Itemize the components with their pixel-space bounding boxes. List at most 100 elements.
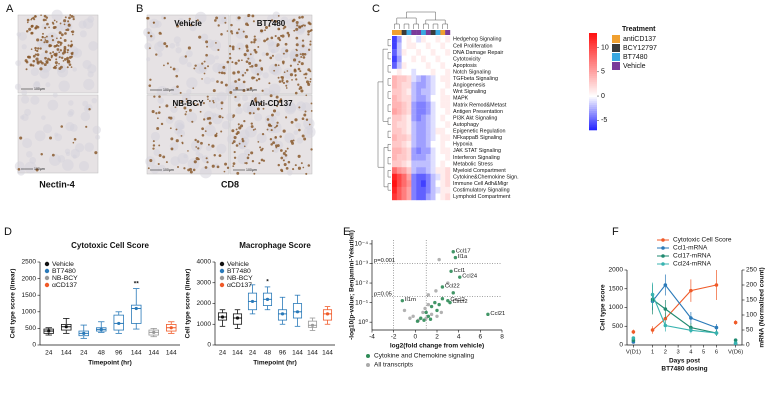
stained-cell	[307, 30, 311, 33]
treatment-bar	[392, 30, 398, 35]
stained-cell	[243, 53, 247, 57]
y-axis-title: mRNA (Normalized count)	[759, 267, 765, 347]
stained-cell	[309, 80, 312, 83]
x-tick-label: 144	[166, 350, 177, 357]
point	[446, 281, 450, 285]
heatmap-cell	[416, 186, 422, 194]
row-label: Apoptosis	[453, 63, 477, 69]
stained-cell	[237, 78, 241, 82]
stained-cell	[26, 30, 29, 33]
legend-marker	[661, 238, 665, 242]
stained-cell	[285, 87, 288, 89]
stained-cell	[305, 118, 309, 121]
heatmap-cell	[392, 75, 398, 83]
tissue-texture	[24, 108, 32, 116]
heatmap-cell	[396, 180, 402, 188]
heatmap-cell	[401, 147, 407, 155]
heatmap-cell	[425, 49, 431, 56]
stained-cell	[301, 15, 304, 19]
x-axis-title: BT7480 dosing	[661, 366, 707, 373]
point-label: Ccl24	[462, 274, 478, 280]
heatmap-cell	[411, 68, 417, 76]
stained-cell	[43, 63, 47, 67]
stained-cell	[53, 19, 56, 22]
stained-cell	[295, 78, 298, 81]
stained-cell	[39, 47, 42, 50]
tissue-texture	[72, 67, 77, 72]
tissue-texture	[209, 39, 222, 52]
stained-cell	[220, 107, 223, 110]
heatmap-cell	[396, 127, 402, 135]
stained-cell	[259, 29, 263, 33]
stained-cell	[241, 139, 245, 143]
box-point	[47, 329, 51, 333]
stained-cell	[270, 129, 273, 132]
heatmap-cell	[435, 121, 441, 129]
stained-cell	[215, 132, 218, 135]
colorbar	[589, 62, 597, 65]
stained-cell	[152, 21, 156, 24]
tissue-texture	[54, 49, 65, 60]
legend-label: BT7480	[623, 54, 648, 61]
heatmap-cell	[396, 140, 402, 148]
heatmap-cell	[425, 95, 431, 102]
heatmap-cell	[425, 108, 431, 115]
stained-cell	[290, 120, 294, 124]
legend-title: Treatment	[622, 26, 656, 33]
heatmap-cell	[440, 81, 446, 89]
stained-cell	[88, 108, 91, 111]
heatmap-cell	[396, 42, 402, 50]
heatmap-cell	[406, 49, 412, 56]
heatmap-cell	[396, 68, 402, 76]
stained-cell	[208, 100, 211, 102]
stained-cell	[272, 109, 277, 113]
point	[689, 316, 693, 320]
heatmap-cell	[430, 193, 436, 201]
heatmap-cell	[421, 62, 427, 69]
treatment-bar	[401, 30, 407, 35]
stained-cell	[236, 70, 240, 74]
y-tick-label: 3000	[197, 279, 212, 286]
heatmap-cell	[430, 180, 436, 188]
stained-cell	[303, 52, 307, 56]
heatmap-cell	[435, 62, 441, 69]
stained-cell	[181, 141, 184, 144]
box-point	[250, 299, 255, 304]
heatmap-cell	[411, 186, 417, 194]
heatmap-cell	[406, 114, 412, 122]
stained-cell	[264, 29, 266, 32]
colorbar	[589, 73, 597, 76]
colorbar-tick-label: 5	[601, 69, 605, 76]
y-tick-label: 500	[612, 323, 623, 330]
stained-cell	[291, 79, 293, 81]
stained-cell	[198, 35, 202, 39]
tissue-texture	[54, 132, 59, 137]
row-label: Angiogenesis	[453, 83, 486, 89]
stained-cell	[212, 101, 215, 104]
colorbar	[589, 79, 597, 82]
heatmap-cell	[425, 186, 431, 194]
colorbar	[589, 50, 597, 53]
heatmap-cell	[435, 140, 441, 148]
stained-cell	[297, 67, 301, 71]
heatmap-cell	[425, 81, 431, 89]
tissue-texture	[169, 43, 176, 49]
heatmap-cell	[440, 75, 446, 83]
stained-cell	[299, 53, 302, 55]
stained-cell	[58, 62, 60, 65]
row-label: Hedgehog Signaling	[453, 37, 502, 43]
scale-bar-label: 100µm	[246, 88, 257, 92]
colorbar	[589, 58, 597, 61]
tissue-texture	[243, 15, 251, 23]
panel-label: B	[136, 3, 143, 15]
row-label: Epigenetic Regulation	[453, 129, 505, 135]
stained-cell	[34, 27, 37, 30]
stained-cell	[256, 107, 260, 111]
stained-cell	[250, 122, 253, 125]
stained-cell	[220, 130, 223, 133]
stained-cell	[189, 170, 193, 174]
tissue-texture	[266, 39, 275, 47]
heatmap-cell	[445, 75, 451, 83]
tissue-texture	[271, 64, 282, 76]
heatmap-cell	[411, 42, 417, 50]
